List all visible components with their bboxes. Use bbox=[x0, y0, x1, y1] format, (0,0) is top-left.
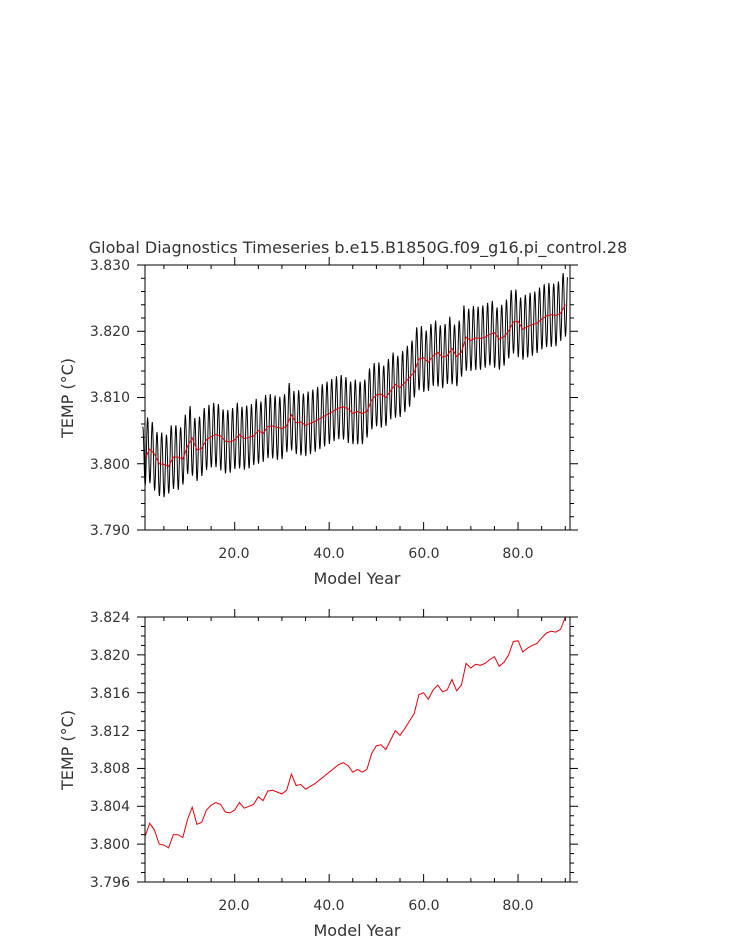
bottom-ticks bbox=[137, 609, 578, 883]
y-tick-label: 3.824 bbox=[90, 610, 130, 626]
annual-mean-series-line bbox=[144, 616, 566, 849]
monthly-series-line bbox=[142, 272, 568, 498]
x-tick-label: 60.0 bbox=[408, 898, 439, 914]
y-tick-label: 3.808 bbox=[90, 761, 130, 777]
y-tick-label: 3.820 bbox=[90, 648, 130, 664]
bottom-plot-frame bbox=[144, 616, 571, 883]
bottom-x-tick-labels: 20.0 40.0 60.0 80.0 bbox=[218, 898, 533, 914]
y-tick-label: 3.810 bbox=[90, 390, 130, 406]
y-tick-label: 3.790 bbox=[90, 523, 130, 539]
top-y-tick-labels: 3.790 3.800 3.810 3.820 3.830 bbox=[90, 258, 130, 539]
y-tick-label: 3.800 bbox=[90, 457, 130, 473]
y-axis-label: TEMP (°C) bbox=[58, 710, 77, 791]
x-tick-label: 80.0 bbox=[502, 546, 533, 562]
chart-top: Global Diagnostics Timeseries b.e15.B185… bbox=[58, 238, 627, 588]
bottom-series-group bbox=[144, 616, 566, 849]
x-tick-label: 40.0 bbox=[313, 898, 344, 914]
y-tick-label: 3.796 bbox=[90, 875, 130, 891]
y-tick-label: 3.804 bbox=[90, 799, 130, 815]
x-tick-label: 80.0 bbox=[502, 898, 533, 914]
chart-bottom: 3.796 3.800 3.804 3.808 3.812 3.816 3.82… bbox=[58, 609, 578, 940]
top-x-tick-labels: 20.0 40.0 60.0 80.0 bbox=[218, 546, 533, 562]
x-tick-label: 20.0 bbox=[218, 898, 249, 914]
y-tick-label: 3.812 bbox=[90, 724, 130, 740]
x-tick-label: 20.0 bbox=[218, 546, 249, 562]
x-tick-label: 40.0 bbox=[313, 546, 344, 562]
x-axis-label: Model Year bbox=[314, 921, 401, 940]
top-ticks bbox=[137, 257, 578, 531]
x-axis-label: Model Year bbox=[314, 569, 401, 588]
y-axis-label: TEMP (°C) bbox=[58, 358, 77, 439]
y-tick-label: 3.800 bbox=[90, 837, 130, 853]
y-tick-label: 3.830 bbox=[90, 258, 130, 274]
chart-title: Global Diagnostics Timeseries b.e15.B185… bbox=[89, 238, 628, 258]
y-tick-label: 3.816 bbox=[90, 686, 130, 702]
top-series-group bbox=[142, 272, 568, 498]
annual-mean-series-line bbox=[144, 304, 566, 468]
x-tick-label: 60.0 bbox=[408, 546, 439, 562]
y-tick-label: 3.820 bbox=[90, 324, 130, 340]
bottom-y-tick-labels: 3.796 3.800 3.804 3.808 3.812 3.816 3.82… bbox=[90, 610, 130, 891]
